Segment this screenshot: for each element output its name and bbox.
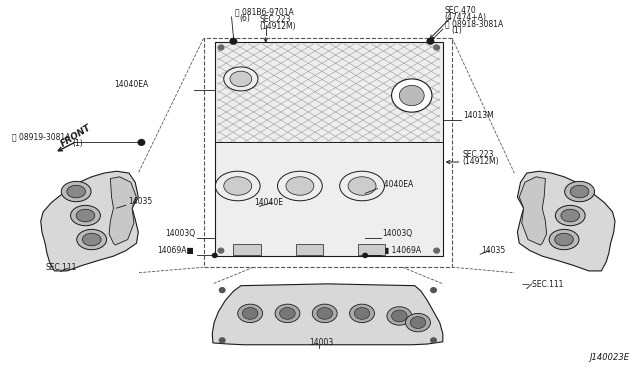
Ellipse shape <box>349 304 374 323</box>
Ellipse shape <box>243 308 258 319</box>
Text: SEC.470: SEC.470 <box>445 6 476 15</box>
Ellipse shape <box>286 177 314 195</box>
Ellipse shape <box>561 209 580 222</box>
Text: 14035: 14035 <box>481 246 506 256</box>
Text: 14003: 14003 <box>309 338 333 347</box>
Text: (1): (1) <box>72 140 83 148</box>
Polygon shape <box>109 177 136 245</box>
Text: (47474+A): (47474+A) <box>445 13 486 22</box>
Ellipse shape <box>224 67 258 91</box>
Text: SEC.223: SEC.223 <box>259 15 291 24</box>
Ellipse shape <box>83 233 101 246</box>
Ellipse shape <box>230 38 237 44</box>
Ellipse shape <box>220 338 225 343</box>
Ellipse shape <box>355 308 370 319</box>
Bar <box>215 42 443 256</box>
Ellipse shape <box>549 230 579 250</box>
Ellipse shape <box>570 185 589 198</box>
Ellipse shape <box>61 182 91 202</box>
Ellipse shape <box>218 45 224 50</box>
Ellipse shape <box>67 185 86 198</box>
Polygon shape <box>519 177 547 245</box>
Ellipse shape <box>431 288 436 292</box>
Ellipse shape <box>70 205 100 226</box>
Ellipse shape <box>431 338 436 343</box>
Text: FRONT: FRONT <box>60 122 93 148</box>
Text: SEC.111: SEC.111 <box>45 263 76 272</box>
Ellipse shape <box>76 209 95 222</box>
Ellipse shape <box>387 307 412 325</box>
Ellipse shape <box>230 71 252 87</box>
Text: Ⓝ 08918-3081A: Ⓝ 08918-3081A <box>445 20 503 29</box>
Text: Ⓑ 081B6-9701A: Ⓑ 081B6-9701A <box>235 7 293 16</box>
Text: 14003Q: 14003Q <box>165 229 195 238</box>
Ellipse shape <box>340 171 385 201</box>
Ellipse shape <box>317 308 333 319</box>
Ellipse shape <box>218 248 224 253</box>
Text: (1): (1) <box>451 26 461 35</box>
Text: J140023E: J140023E <box>589 353 629 362</box>
Bar <box>204 38 452 267</box>
Ellipse shape <box>564 182 595 202</box>
Text: 14013M: 14013M <box>463 111 493 120</box>
Ellipse shape <box>556 205 585 226</box>
Ellipse shape <box>392 310 407 322</box>
Text: ■ 14069A: ■ 14069A <box>382 246 421 256</box>
Bar <box>358 244 385 256</box>
Text: 14003Q: 14003Q <box>382 229 412 238</box>
Ellipse shape <box>280 308 295 319</box>
Ellipse shape <box>278 171 323 201</box>
Polygon shape <box>212 284 443 345</box>
Ellipse shape <box>237 304 262 323</box>
Text: (14912M): (14912M) <box>259 22 296 31</box>
Text: 14040EA: 14040EA <box>115 80 149 89</box>
Ellipse shape <box>348 177 376 195</box>
Polygon shape <box>517 171 615 271</box>
Text: 14035: 14035 <box>128 196 152 206</box>
Ellipse shape <box>555 233 573 246</box>
Ellipse shape <box>312 304 337 323</box>
Text: Ⓝ 08919-3081A: Ⓝ 08919-3081A <box>12 133 70 142</box>
Bar <box>296 244 323 256</box>
Text: 14040EA: 14040EA <box>379 180 413 189</box>
Ellipse shape <box>427 38 434 44</box>
Ellipse shape <box>434 248 440 253</box>
Ellipse shape <box>406 313 431 332</box>
Ellipse shape <box>399 86 424 106</box>
Ellipse shape <box>77 230 107 250</box>
Bar <box>234 244 260 256</box>
Text: (14912M): (14912M) <box>463 157 499 166</box>
Text: 14069A■: 14069A■ <box>157 246 194 256</box>
Ellipse shape <box>434 45 440 50</box>
Ellipse shape <box>212 253 217 257</box>
Text: — SEC.111: — SEC.111 <box>522 280 563 289</box>
Text: SEC.223: SEC.223 <box>463 150 494 159</box>
Ellipse shape <box>392 79 432 112</box>
Ellipse shape <box>275 304 300 323</box>
Ellipse shape <box>138 140 145 145</box>
Text: (6): (6) <box>239 14 250 23</box>
Ellipse shape <box>363 253 367 257</box>
Polygon shape <box>41 171 138 271</box>
Ellipse shape <box>224 177 252 195</box>
Ellipse shape <box>220 288 225 292</box>
Text: 14040E: 14040E <box>255 198 284 207</box>
Ellipse shape <box>216 171 260 201</box>
Ellipse shape <box>410 317 426 328</box>
